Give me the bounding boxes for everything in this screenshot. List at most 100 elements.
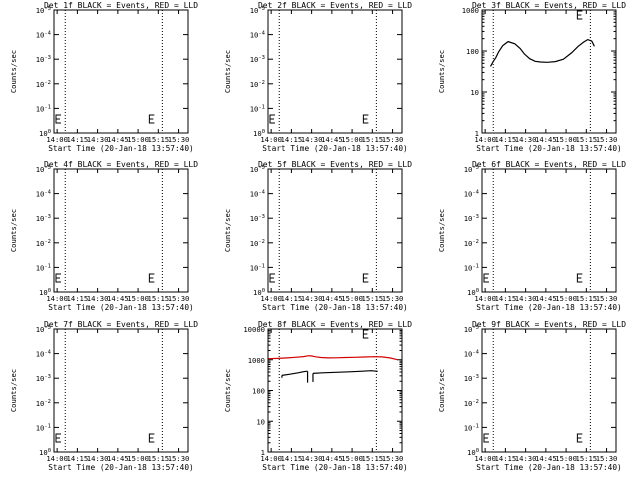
y-tick-exponent: -2 <box>44 239 51 245</box>
y-tick-base: 10 <box>253 129 262 138</box>
panel-6f: Det 6f BLACK = Events, RED = LLD14:0014:… <box>437 160 626 312</box>
y-tick-label: 10-1 <box>36 423 51 432</box>
y-tick-exponent: -2 <box>258 239 265 245</box>
y-tick-label: 10-5 <box>464 325 479 334</box>
x-tick-label: 14:15 <box>281 135 303 144</box>
y-tick-exponent: -2 <box>472 399 479 405</box>
x-tick-label: 14:30 <box>87 294 109 303</box>
y-tick-exponent: -4 <box>44 350 51 356</box>
panel-title: Det 8f BLACK = Events, RED = LLD <box>258 320 412 329</box>
x-tick-label: 15:30 <box>168 454 190 463</box>
y-tick-label: 10-1 <box>464 423 479 432</box>
y-tick-label: 10-1 <box>250 104 265 113</box>
x-tick-label: 15:30 <box>168 294 190 303</box>
x-axis-label: Start Time (20-Jan-18 13:57:40) <box>476 144 622 153</box>
y-tick-label: 10-3 <box>464 374 479 383</box>
y-tick-exponent: -2 <box>472 239 479 245</box>
x-tick-label: 15:15 <box>362 294 384 303</box>
panel-5f: Det 5f BLACK = Events, RED = LLD14:0014:… <box>223 160 412 312</box>
y-tick-label: 100 <box>253 129 265 138</box>
x-tick-label: 15:00 <box>555 135 577 144</box>
y-tick-exponent: -3 <box>44 214 51 220</box>
y-tick-base: 10 <box>464 374 473 383</box>
y-tick-exponent: -4 <box>258 190 265 196</box>
x-tick-label: 15:00 <box>555 454 577 463</box>
y-tick-label: 10-1 <box>36 104 51 113</box>
y-tick-label: 10-5 <box>464 165 479 174</box>
y-tick-base: 10 <box>250 55 259 64</box>
panel-title: Det 7f BLACK = Events, RED = LLD <box>44 320 198 329</box>
x-tick-label: 14:30 <box>301 294 323 303</box>
plot-frame <box>481 9 617 134</box>
x-tick-label: 15:15 <box>576 454 598 463</box>
y-tick-label: 10-5 <box>250 6 265 15</box>
x-tick-label: 14:15 <box>495 294 517 303</box>
y-tick-base: 10 <box>253 288 262 297</box>
plot-frame <box>267 168 403 293</box>
y-tick-exponent: -3 <box>44 55 51 61</box>
x-tick-label: 15:30 <box>596 294 618 303</box>
y-tick-label: 10-5 <box>36 325 51 334</box>
y-tick-exponent: -3 <box>472 374 479 380</box>
y-tick-base: 10 <box>464 423 473 432</box>
y-tick-base: 10 <box>36 190 45 199</box>
y-tick-exponent: 0 <box>48 448 51 454</box>
y-tick-label: 10-2 <box>464 399 479 408</box>
x-tick-label: 14:30 <box>515 294 537 303</box>
y-tick-exponent: -1 <box>472 263 479 269</box>
y-tick-label: 10-2 <box>250 239 265 248</box>
y-tick-exponent: -5 <box>258 165 265 171</box>
y-tick-label: 10-3 <box>464 214 479 223</box>
plot-frame <box>53 328 189 453</box>
plot-frame <box>481 328 617 453</box>
event-marker <box>269 273 275 283</box>
x-tick-label: 14:45 <box>107 454 129 463</box>
x-tick-label: 14:45 <box>107 135 129 144</box>
y-axis-label: Counts/sec <box>9 369 18 412</box>
y-tick-exponent: -5 <box>258 6 265 12</box>
x-tick-label: 14:15 <box>67 454 89 463</box>
series-line <box>281 370 308 376</box>
y-tick-label: 10-3 <box>250 55 265 64</box>
x-tick-label: 14:45 <box>107 294 129 303</box>
y-tick-base: 10 <box>36 31 45 40</box>
x-axis-label: Start Time (20-Jan-18 13:57:40) <box>48 463 194 472</box>
y-tick-label: 10-2 <box>36 80 51 89</box>
x-axis-label: Start Time (20-Jan-18 13:57:40) <box>476 463 622 472</box>
plot-frame <box>53 168 189 293</box>
y-axis-label: Counts/sec <box>437 50 446 93</box>
y-tick-base: 10 <box>36 263 45 272</box>
x-tick-label: 14:45 <box>321 294 343 303</box>
y-tick-exponent: -3 <box>472 214 479 220</box>
x-tick-label: 14:00 <box>474 135 496 144</box>
series-line <box>268 355 399 361</box>
x-tick-label: 14:30 <box>301 454 323 463</box>
x-tick-label: 14:00 <box>260 135 282 144</box>
y-tick-label: 10 <box>256 417 265 426</box>
y-tick-exponent: 0 <box>48 288 51 294</box>
panel-8f: Det 8f BLACK = Events, RED = LLD14:0014:… <box>223 320 412 472</box>
y-tick-label: 10-4 <box>36 31 52 40</box>
y-tick-base: 10 <box>250 239 259 248</box>
y-tick-base: 10 <box>464 399 473 408</box>
x-tick-label: 15:30 <box>382 135 404 144</box>
x-tick-label: 15:00 <box>127 294 149 303</box>
y-tick-exponent: -1 <box>472 423 479 429</box>
y-tick-base: 10 <box>467 288 476 297</box>
x-tick-label: 14:00 <box>46 294 68 303</box>
y-axis-label: Counts/sec <box>437 209 446 252</box>
y-tick-base: 10 <box>464 165 473 174</box>
y-tick-base: 10 <box>250 80 259 89</box>
y-tick-base: 10 <box>36 165 45 174</box>
event-marker <box>148 433 155 443</box>
event-marker <box>576 433 583 443</box>
x-axis-label: Start Time (20-Jan-18 13:57:40) <box>48 303 194 312</box>
y-tick-exponent: -4 <box>258 31 265 37</box>
y-tick-base: 10 <box>36 350 45 359</box>
plot-frame <box>267 9 403 134</box>
x-tick-label: 15:15 <box>362 454 384 463</box>
y-tick-label: 10-2 <box>250 80 265 89</box>
x-tick-label: 14:30 <box>301 135 323 144</box>
x-tick-label: 15:30 <box>168 135 190 144</box>
x-tick-label: 14:15 <box>67 294 89 303</box>
